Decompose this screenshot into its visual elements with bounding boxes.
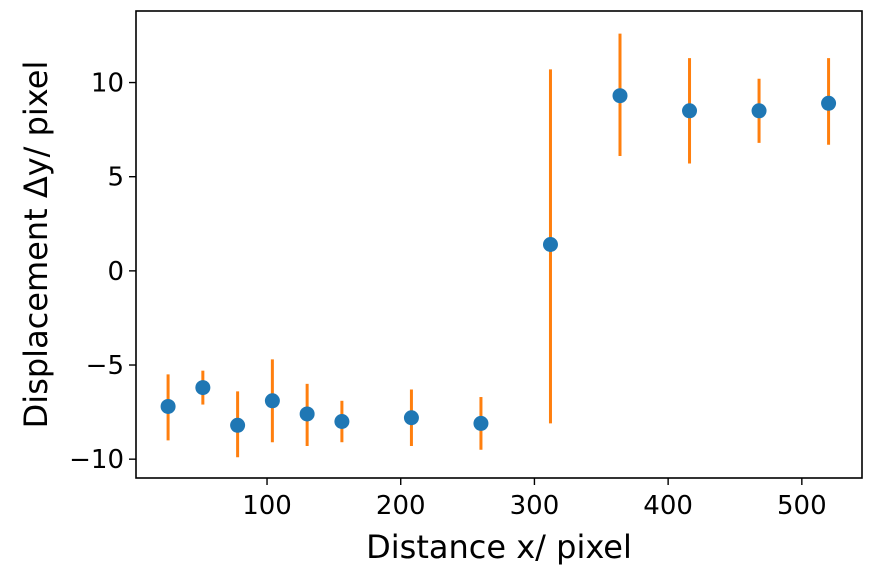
x-tick-label: 400 (643, 491, 693, 521)
data-point (821, 95, 837, 111)
y-tick-label: 5 (107, 163, 124, 193)
y-axis-label: Displacement Δy/ pixel (17, 61, 55, 429)
data-point (682, 103, 698, 119)
x-tick-label: 100 (242, 491, 292, 521)
data-point (230, 417, 246, 433)
y-tick-label: −10 (69, 445, 124, 475)
x-tick-label: 300 (510, 491, 560, 521)
data-point (751, 103, 767, 119)
data-point (473, 415, 489, 431)
y-tick-label: 0 (107, 257, 124, 287)
x-tick-label: 200 (376, 491, 426, 521)
plot-frame (135, 10, 863, 479)
data-point (403, 410, 419, 426)
data-point (299, 406, 315, 422)
data-point (334, 414, 350, 430)
data-point (612, 88, 628, 104)
error-bars (166, 33, 831, 458)
data-point (542, 237, 558, 252)
x-tick-label: 500 (777, 491, 827, 521)
y-tick-label: −5 (86, 351, 124, 381)
y-axis-ticks: −10 −5 0 5 10 (69, 69, 136, 475)
data-points (160, 88, 837, 433)
x-axis-label: Distance x/ pixel (366, 528, 632, 566)
y-tick-label: 10 (91, 69, 124, 99)
data-point (264, 393, 280, 409)
data-point (195, 380, 211, 396)
x-axis-ticks: 100 200 300 400 500 (242, 478, 827, 521)
data-point (160, 398, 176, 414)
